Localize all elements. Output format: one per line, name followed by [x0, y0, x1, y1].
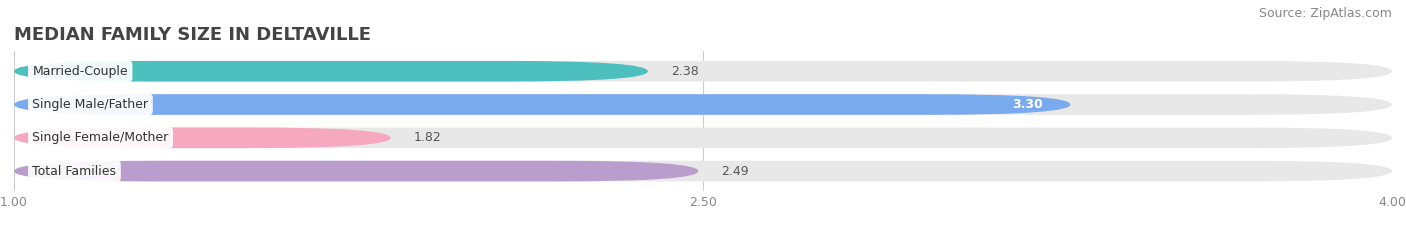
FancyBboxPatch shape [14, 161, 699, 182]
Text: Single Female/Mother: Single Female/Mother [32, 131, 169, 144]
FancyBboxPatch shape [14, 94, 1392, 115]
Text: MEDIAN FAMILY SIZE IN DELTAVILLE: MEDIAN FAMILY SIZE IN DELTAVILLE [14, 26, 371, 44]
FancyBboxPatch shape [14, 127, 391, 148]
Text: Married-Couple: Married-Couple [32, 65, 128, 78]
FancyBboxPatch shape [14, 61, 1392, 82]
FancyBboxPatch shape [14, 127, 1392, 148]
Text: Total Families: Total Families [32, 164, 117, 178]
Text: Single Male/Father: Single Male/Father [32, 98, 149, 111]
Text: 2.38: 2.38 [671, 65, 699, 78]
FancyBboxPatch shape [14, 61, 648, 82]
Text: 2.49: 2.49 [721, 164, 749, 178]
FancyBboxPatch shape [14, 94, 1070, 115]
FancyBboxPatch shape [14, 161, 1392, 182]
Text: Source: ZipAtlas.com: Source: ZipAtlas.com [1258, 7, 1392, 20]
Text: 1.82: 1.82 [413, 131, 441, 144]
Text: 3.30: 3.30 [1012, 98, 1043, 111]
